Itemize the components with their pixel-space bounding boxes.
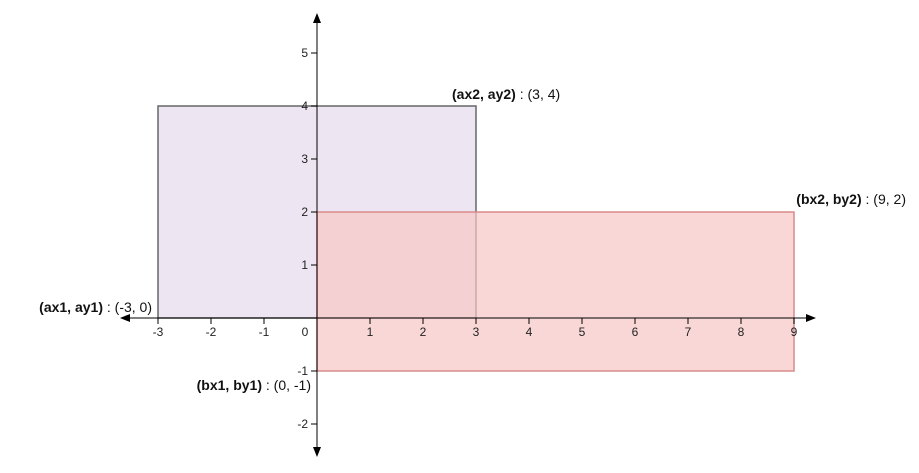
x-tick-label: -1	[259, 325, 270, 339]
y-tick-label: 1	[301, 258, 308, 272]
x-axis-arrow-left	[120, 314, 130, 322]
y-tick-label: 3	[301, 152, 308, 166]
x-axis-ticks: -3 -2 -1 0 1 2 3 4 5 6 7 8 9	[153, 318, 798, 339]
x-tick-label: 1	[367, 325, 374, 339]
rect-b-bottom-left-vars: (bx1, by1)	[197, 377, 262, 393]
rect-a-top-right-vars: (ax2, ay2)	[452, 86, 516, 102]
rect-b-bottom-left-value: : (0, -1)	[262, 377, 311, 393]
y-axis-arrow-up	[313, 13, 321, 23]
x-tick-label: 2	[420, 325, 427, 339]
x-axis-arrow-right	[806, 314, 816, 322]
y-tick-label: -1	[297, 364, 308, 378]
rect-b-top-right-vars: (bx2, by2)	[796, 191, 861, 207]
x-tick-label: 3	[473, 325, 480, 339]
y-tick-label: 2	[301, 205, 308, 219]
y-tick-label: 4	[301, 99, 308, 113]
rect-a-top-right-label: (ax2, ay2) : (3, 4)	[452, 86, 560, 102]
rect-b-top-right-value: : (9, 2)	[862, 191, 906, 207]
y-tick-label: -2	[297, 417, 308, 431]
rect-a-bottom-left-value: : (-3, 0)	[103, 299, 152, 315]
x-tick-label: 8	[738, 325, 745, 339]
x-tick-label: 7	[685, 325, 692, 339]
x-tick-label: -3	[153, 325, 164, 339]
rect-a-top-right-value: : (3, 4)	[516, 86, 560, 102]
y-tick-label: 5	[301, 46, 308, 60]
x-tick-label: 5	[579, 325, 586, 339]
x-tick-label: 4	[526, 325, 533, 339]
y-axis-ticks: -2 -1 1 2 3 4 5	[297, 46, 317, 431]
rect-a-bottom-left-vars: (ax1, ay1)	[39, 299, 103, 315]
rect-a-bottom-left-label: (ax1, ay1) : (-3, 0)	[39, 299, 152, 315]
rect-b-bottom-left-label: (bx1, by1) : (0, -1)	[197, 377, 311, 393]
x-tick-label: 9	[791, 325, 798, 339]
y-axis-arrow-down	[313, 447, 321, 457]
rectangle-b	[316, 211, 795, 372]
x-tick-label: 0	[302, 325, 309, 339]
x-tick-label: -2	[206, 325, 217, 339]
x-tick-label: 6	[632, 325, 639, 339]
rect-b-top-right-label: (bx2, by2) : (9, 2)	[796, 191, 906, 207]
